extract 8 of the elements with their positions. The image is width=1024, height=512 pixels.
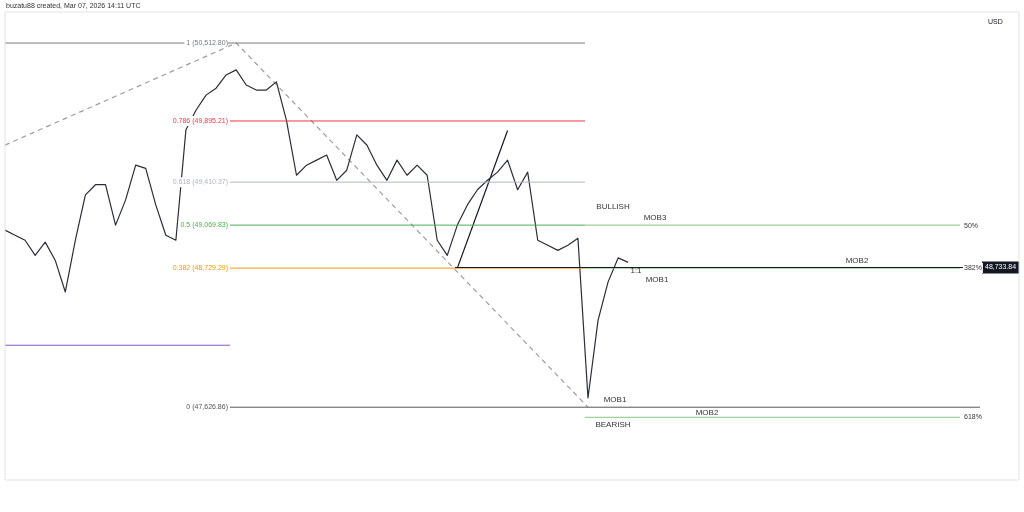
annotation: MOB1 [603,395,627,405]
annotation: 1:1 [630,266,643,276]
annotation: MOB2 [845,256,869,266]
annotation: BEARISH [595,420,631,430]
annotation: MOB1 [645,275,669,285]
annotation: MOB2 [695,408,719,418]
annotation: BULLISH [596,202,630,212]
annotation: MOB3 [643,213,667,223]
